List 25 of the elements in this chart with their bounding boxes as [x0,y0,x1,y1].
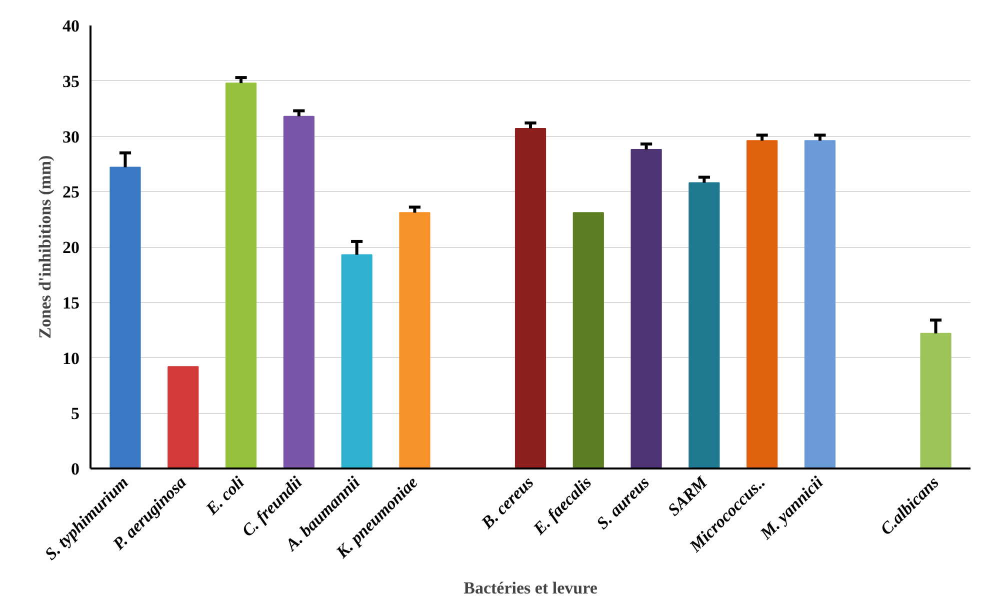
x-tick-label: E. coli [202,472,248,519]
bar [225,82,257,468]
y-tick-label: 40 [62,16,80,36]
bar [746,140,778,468]
y-axis-title: Zones d'inhibitions (mm) [36,155,54,339]
y-tick-label: 30 [62,127,80,146]
x-axis-title: Bactéries et levure [464,578,598,598]
bar [168,366,199,468]
y-tick-label: 0 [71,460,80,478]
y-tick-label: 20 [62,238,80,257]
y-tick-label: 5 [71,404,80,424]
bar [572,212,604,468]
bar [283,116,314,468]
y-tick-label: 15 [62,293,80,312]
y-tick-label: 10 [62,348,80,368]
bar [514,128,546,468]
y-tick-label: 35 [62,72,80,91]
bar [341,254,372,468]
bar [110,166,141,468]
bar [399,212,430,468]
bar [688,182,720,468]
bar [920,332,952,468]
bar [630,149,662,468]
bar [804,140,836,468]
y-tick-label: 25 [62,182,80,202]
